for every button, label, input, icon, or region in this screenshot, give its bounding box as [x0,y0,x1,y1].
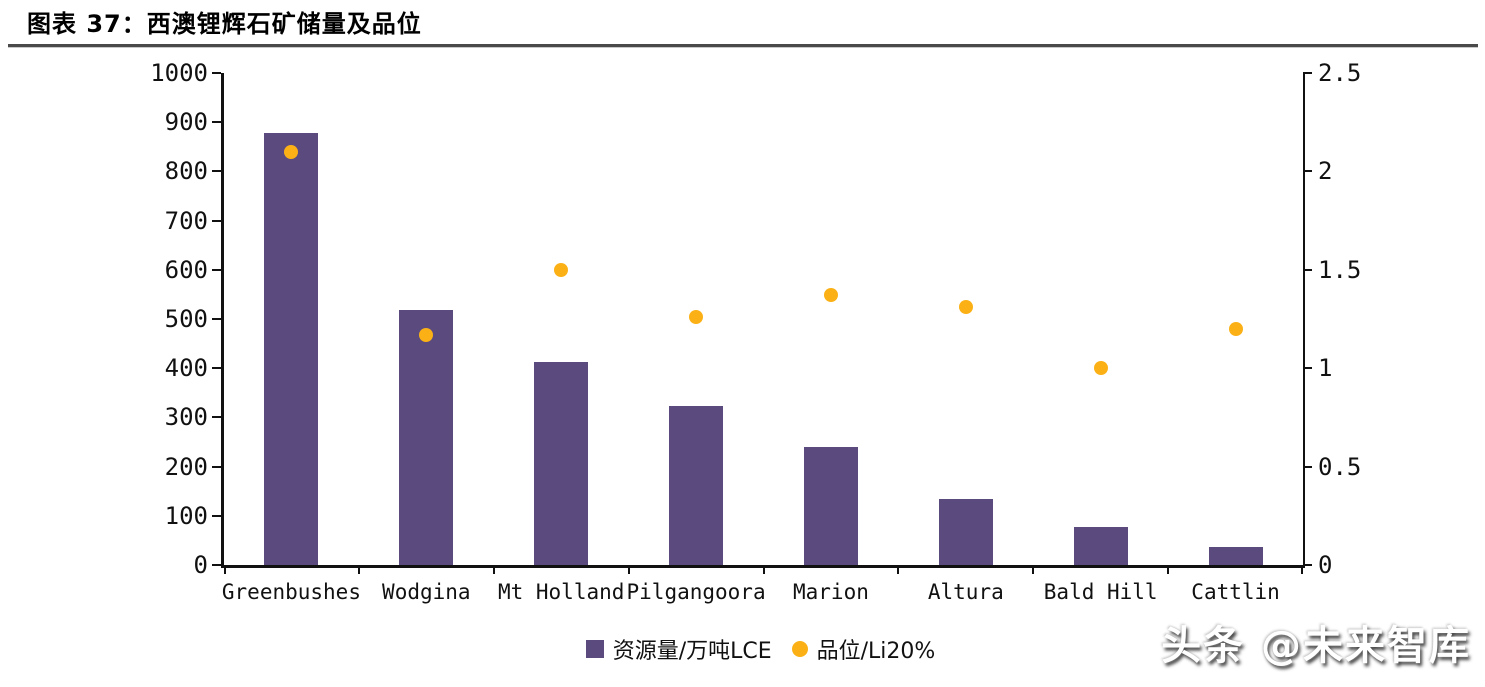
x-axis-tick [1167,565,1170,574]
left-axis-tick-label: 800 [164,157,208,186]
x-axis-tick [1032,565,1035,574]
grade-dot [554,262,569,277]
right-axis-tick [1303,72,1312,74]
legend-item-resources: 资源量/万吨LCE [585,633,772,665]
left-axis-tick [212,72,221,74]
left-axis-tick [212,514,221,517]
bar [938,499,993,565]
x-axis-tick [762,565,765,574]
right-axis-tick-label: 2 [1318,157,1333,186]
right-axis-tick [1303,268,1312,271]
left-axis-tick [212,564,221,566]
category-label: Pilgangoora [626,580,766,604]
right-axis-tick-label: 2.5 [1318,59,1362,87]
left-axis-tick [212,219,221,222]
figure-title: 图表 37：西澳锂辉石矿储量及品位 [27,10,422,38]
grade-dot [823,288,838,303]
chart-legend: 资源量/万吨LCE 品位/Li20% [221,633,1300,665]
grade-dot [284,144,299,159]
bar [264,133,319,565]
watermark: 头条 @未来智库 [1161,623,1471,669]
legend-label-resources: 资源量/万吨LCE [612,639,772,664]
category-label: Greenbushes [221,580,361,604]
left-axis-tick [212,170,221,173]
bar [534,362,589,565]
bar [399,309,454,565]
left-axis-tick-label: 300 [164,403,208,432]
bar [803,447,858,565]
right-axis-tick [1303,465,1312,468]
right-axis-tick-label: 0 [1318,551,1333,579]
x-axis-tick [224,565,226,574]
left-axis-tick [212,465,221,468]
right-axis-tick [1303,170,1312,173]
dot-swatch-icon [791,641,808,657]
left-axis-tick-label: 600 [164,255,208,284]
grade-dot [958,300,973,315]
bar [1208,546,1263,565]
left-axis-tick-label: 900 [164,108,208,137]
category-label: Marion [793,580,869,604]
grade-dot [689,310,704,325]
left-axis-tick-label: 500 [164,305,208,333]
left-axis-tick [212,367,221,370]
left-axis-tick-label: 700 [164,206,208,235]
x-axis-tick [897,565,900,574]
category-label: Cattlin [1191,580,1280,604]
left-axis-tick-label: 100 [164,501,208,530]
left-axis-tick-label: 0 [193,551,208,579]
left-axis-tick [212,121,221,124]
grade-dot [1093,361,1108,376]
category-label: Altura [927,580,1004,604]
left-axis-tick [212,268,221,271]
left-axis-tick-label: 200 [164,452,208,481]
left-axis-tick [212,318,221,320]
category-label: Bald Hill [1043,580,1158,604]
left-axis-tick-label: 400 [164,354,208,383]
x-axis-tick [627,565,630,574]
chart-plot-area: 0 100 200 300 400 500 600 700 800 900 1000 0 0.5 1 1.5… [150,60,1361,604]
category-label: Mt Holland [497,580,625,604]
left-axis-tick [212,416,221,419]
x-axis-tick [1301,565,1303,574]
bar [669,406,724,565]
bar [1073,527,1128,565]
right-axis-tick-label: 1.5 [1318,255,1362,284]
legend-label-grade: 品位/Li20% [816,639,936,664]
category-label: Wodgina [382,580,471,604]
x-axis-tick [357,565,360,574]
right-axis-tick [1303,367,1312,370]
right-axis-tick-label: 0.5 [1318,452,1362,481]
left-axis-tick-label: 1000 [150,59,208,87]
bar-swatch-icon [585,640,604,658]
right-axis-tick [1303,564,1312,566]
x-axis-tick [492,565,495,574]
header-rule [8,44,1478,48]
right-axis-tick-label: 1 [1318,354,1333,383]
grade-dot [419,327,434,342]
grade-dot [1228,321,1243,336]
legend-item-grade: 品位/Li20% [791,633,936,665]
